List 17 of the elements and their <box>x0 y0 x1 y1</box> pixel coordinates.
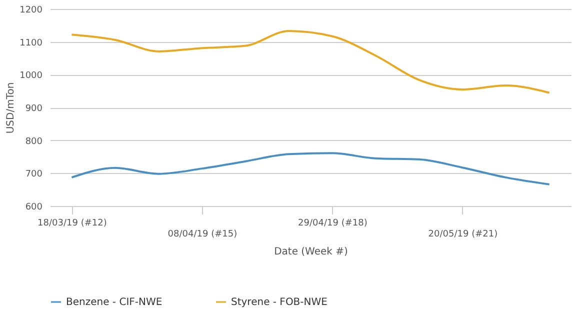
y-tick-label: 800 <box>25 136 43 147</box>
x-tick-label: 18/03/19 (#12) <box>38 218 107 228</box>
legend-label: Benzene - CIF-NWE <box>66 297 162 308</box>
line-series <box>70 30 550 94</box>
x-tick-label: 20/05/19 (#21) <box>428 230 498 240</box>
x-tick-label: 08/04/19 (#15) <box>168 230 238 240</box>
y-tick-label: 1100 <box>20 38 43 48</box>
y-axis-title: USD/mTon <box>6 82 17 134</box>
x-axis-title: Date (Week #) <box>274 246 348 258</box>
y-tick-label: 900 <box>25 104 43 114</box>
y-tick-label: 600 <box>25 202 43 212</box>
y-tick-label: 1000 <box>20 71 43 82</box>
legend-label: Styrene - FOB-NWE <box>231 297 328 308</box>
y-tick-label: 1200 <box>20 6 43 16</box>
x-tick-label: 29/04/19 (#18) <box>298 218 368 228</box>
y-tick-label: 700 <box>25 170 43 180</box>
line-series <box>70 152 550 186</box>
